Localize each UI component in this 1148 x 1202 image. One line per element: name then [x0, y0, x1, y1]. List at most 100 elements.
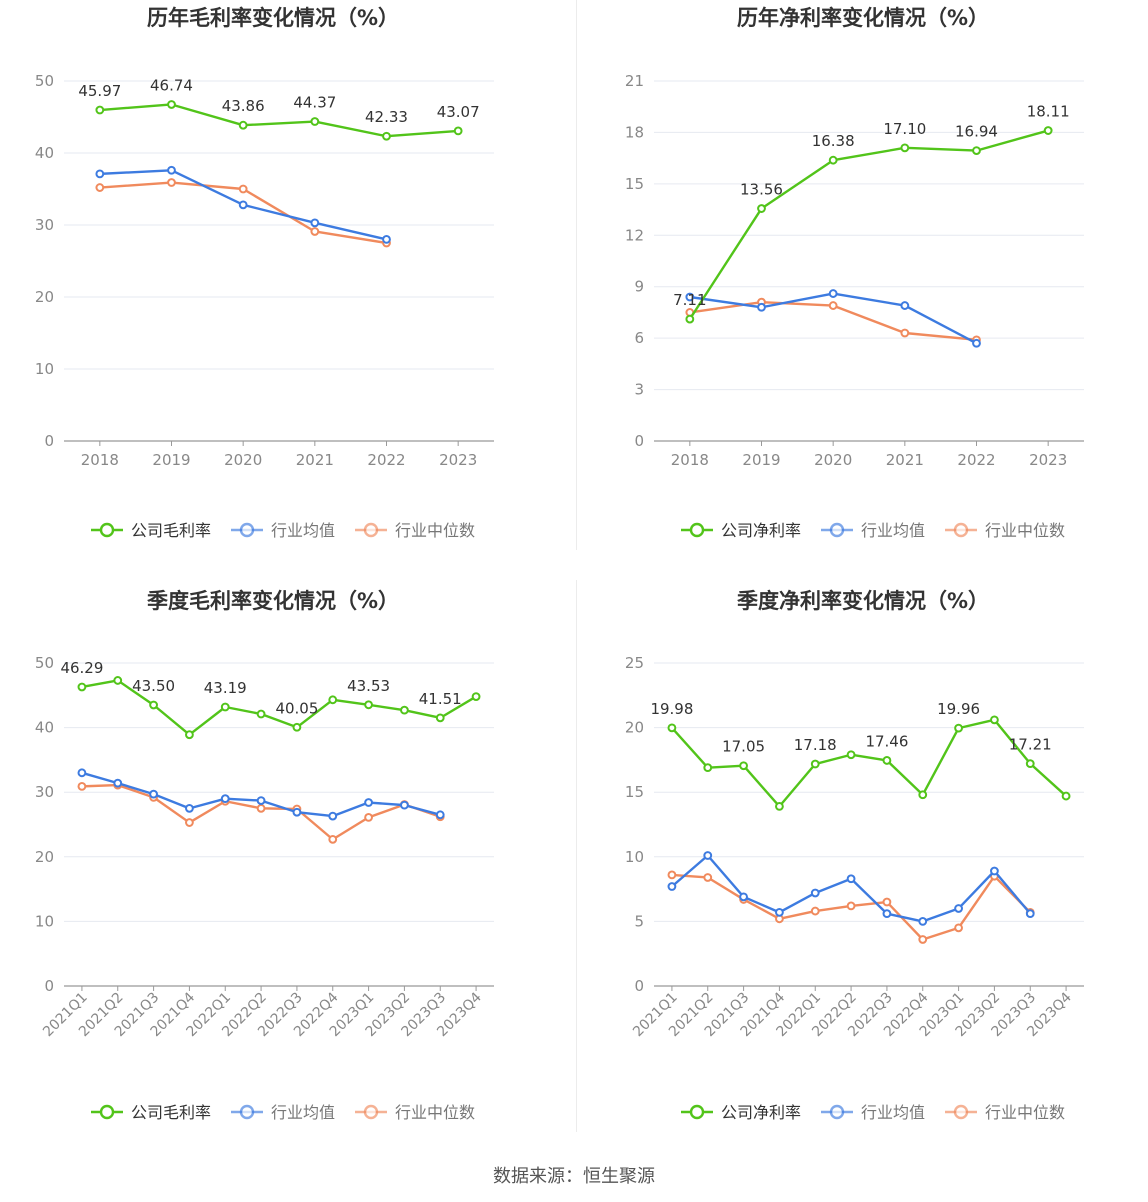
data-point — [1025, 909, 1035, 919]
y-tick-label: 10 — [35, 912, 54, 930]
y-tick-label: 5 — [634, 912, 644, 930]
data-point — [113, 676, 123, 685]
data-label: 45.97 — [78, 82, 121, 100]
data-label: 46.74 — [150, 76, 193, 94]
data-point — [185, 818, 194, 827]
data-point — [757, 204, 766, 213]
y-tick-label: 20 — [625, 719, 644, 737]
data-point — [685, 292, 695, 302]
data-point — [882, 897, 892, 907]
data-point — [954, 904, 963, 913]
data-point — [167, 178, 176, 187]
data-point — [810, 888, 820, 898]
y-tick-label: 0 — [44, 977, 54, 995]
data-point — [238, 184, 248, 194]
x-tick-label: 2021 — [296, 451, 334, 469]
data-label: 16.38 — [812, 132, 855, 150]
data-point — [149, 789, 158, 799]
x-tick-label: 2018 — [81, 451, 119, 469]
chart-panel-4: 季度净利率变化情况（%）05101520252021Q12021Q22021Q3… — [625, 589, 1084, 1122]
legend-item-industry_avg: 行业均值 — [821, 521, 925, 540]
legend: 公司净利率 行业均值 行业中位数 — [681, 1103, 1065, 1122]
data-point — [972, 146, 981, 156]
data-point — [846, 901, 856, 911]
y-tick-label: 18 — [625, 123, 644, 141]
data-label: 16.94 — [955, 123, 998, 141]
data-point — [220, 794, 230, 804]
data-point — [972, 338, 981, 348]
chart-panel-3: 季度毛利率变化情况（%）010203040502021Q12021Q22021Q… — [35, 589, 494, 1122]
data-point — [328, 834, 338, 844]
data-point — [900, 301, 910, 310]
vertical-divider-top — [576, 0, 577, 550]
data-point — [256, 796, 266, 805]
legend-item-industry_median: 行业中位数 — [945, 521, 1065, 540]
y-tick-label: 40 — [35, 144, 54, 162]
legend-item-company: 公司毛利率 — [91, 1103, 211, 1122]
data-point — [703, 851, 713, 860]
legend-swatch-marker — [239, 522, 255, 538]
legend: 公司毛利率 行业均值 行业中位数 — [91, 521, 475, 540]
y-tick-label: 21 — [625, 72, 644, 90]
data-point — [703, 763, 713, 773]
data-label: 43.50 — [132, 677, 175, 695]
chart-title: 历年毛利率变化情况（%） — [147, 6, 399, 30]
legend-label: 公司毛利率 — [131, 1103, 211, 1122]
data-point — [828, 301, 838, 310]
legend-label: 行业均值 — [271, 521, 335, 540]
data-point — [882, 756, 892, 765]
y-tick-label: 12 — [625, 226, 644, 244]
data-point — [364, 798, 373, 807]
x-tick-label: 2020 — [814, 451, 852, 469]
data-label: 40.05 — [275, 699, 318, 717]
vertical-divider-bottom — [576, 580, 577, 1132]
legend-item-industry_avg: 行业均值 — [231, 521, 335, 540]
y-tick-label: 0 — [634, 977, 644, 995]
data-point — [828, 155, 838, 165]
y-tick-label: 20 — [35, 848, 54, 866]
y-tick-label: 40 — [35, 719, 54, 737]
legend-swatch-marker — [99, 1104, 115, 1120]
x-tick-label: 2021 — [886, 451, 924, 469]
data-point — [435, 810, 445, 820]
data-label: 46.29 — [60, 659, 103, 677]
series-line-company — [99, 103, 459, 138]
data-point — [667, 882, 677, 891]
legend-label: 行业均值 — [271, 1103, 335, 1122]
y-tick-label: 0 — [634, 432, 644, 450]
data-point — [310, 117, 320, 126]
x-tick-label: 2023 — [439, 451, 477, 469]
data-point — [77, 682, 87, 692]
legend-swatch-marker — [99, 522, 115, 538]
data-label: 41.51 — [419, 690, 462, 708]
data-point — [256, 803, 266, 813]
legend-item-industry_median: 行业中位数 — [355, 521, 475, 540]
data-point — [918, 790, 928, 800]
legend-swatch-marker — [689, 1104, 705, 1120]
legend-label: 行业均值 — [861, 1103, 925, 1122]
legend-swatch-marker — [953, 1104, 969, 1120]
y-tick-label: 20 — [35, 288, 54, 306]
data-point — [954, 723, 963, 733]
legend-item-company: 公司净利率 — [681, 521, 801, 540]
data-point — [292, 722, 302, 732]
data-point — [400, 705, 409, 715]
chart-panel-1: 历年毛利率变化情况（%） 0 10 20 30 40 50 2018 2019 2020 2021 2… — [35, 6, 494, 540]
chart-title: 季度净利率变化情况（%） — [737, 589, 989, 613]
data-point — [667, 723, 677, 733]
data-point — [775, 907, 784, 917]
data-label: 43.53 — [347, 677, 390, 695]
y-tick-label: 10 — [35, 360, 54, 378]
x-tick-label: 2023 — [1029, 451, 1067, 469]
legend-swatch-marker — [363, 1104, 379, 1120]
x-tick-label: 2022 — [957, 451, 995, 469]
data-point — [1043, 126, 1053, 135]
legend-item-industry_median: 行业中位数 — [355, 1103, 475, 1122]
data-point — [846, 874, 856, 884]
legend: 公司毛利率 行业均值 行业中位数 — [91, 1103, 475, 1122]
y-tick-label: 25 — [625, 654, 644, 672]
data-label: 17.05 — [722, 738, 765, 756]
data-point — [435, 713, 445, 723]
y-tick-label: 10 — [625, 848, 644, 866]
